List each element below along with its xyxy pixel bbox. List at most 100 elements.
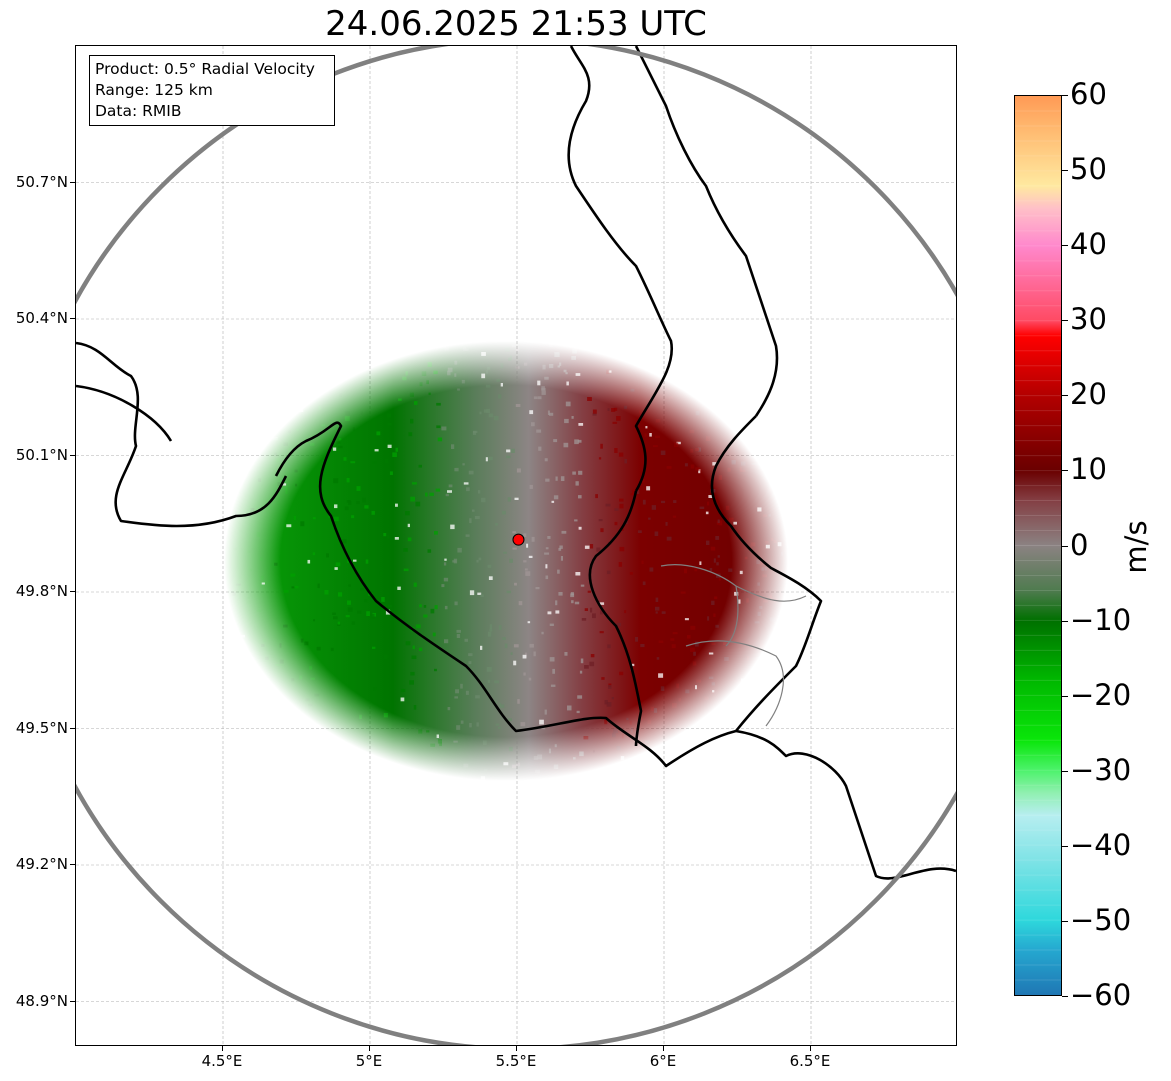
echo-pixel (618, 452, 624, 457)
echo-pixel (666, 466, 672, 469)
echo-pixel (394, 537, 399, 540)
echo-pixel (784, 385, 790, 389)
echo-pixel (274, 686, 278, 690)
echo-pixel (222, 488, 225, 493)
echo-pixel (454, 360, 458, 365)
echo-pixel (283, 442, 288, 446)
radar-site-marker[interactable] (512, 533, 525, 546)
echo-pixel (456, 725, 461, 730)
echo-pixel (564, 418, 569, 424)
echo-pixel (267, 760, 271, 766)
echo-pixel (464, 638, 468, 642)
echo-pixel (732, 711, 738, 716)
echo-pixel (498, 625, 502, 630)
echo-pixel (485, 457, 488, 462)
echo-pixel (461, 379, 465, 384)
echo-pixel (549, 657, 555, 662)
echo-pixel (291, 678, 295, 682)
echo-pixel (553, 764, 559, 769)
echo-pixel (410, 671, 415, 676)
echo-pixel (330, 647, 334, 652)
lat-tick-label: 49.8°N (15, 582, 68, 600)
echo-pixel (300, 521, 305, 527)
echo-pixel (288, 448, 293, 451)
echo-pixel (499, 703, 502, 707)
echo-pixel (545, 547, 549, 550)
echo-pixel (644, 433, 647, 437)
product-label: Product: 0.5° Radial Velocity (95, 60, 315, 78)
echo-pixel (514, 582, 517, 586)
echo-pixel (495, 723, 500, 726)
colorbar-tick-label: −50 (1070, 902, 1132, 937)
echo-pixel (487, 564, 492, 568)
echo-pixel (262, 639, 266, 642)
echo-pixel (339, 393, 343, 397)
echo-pixel (260, 557, 263, 561)
echo-pixel (216, 746, 219, 749)
echo-pixel (234, 510, 237, 515)
echo-pixel (395, 447, 398, 452)
echo-pixel (545, 575, 549, 580)
echo-pixel (600, 610, 603, 615)
echo-pixel (541, 387, 546, 392)
echo-pixel (580, 584, 585, 587)
echo-pixel (558, 592, 563, 596)
echo-pixel (510, 448, 515, 453)
echo-pixel (751, 464, 755, 467)
echo-pixel (711, 600, 715, 605)
echo-pixel (487, 631, 492, 637)
echo-pixel (465, 534, 470, 537)
echo-pixel (772, 770, 778, 773)
echo-pixel (374, 449, 379, 452)
lon-tick-mark (369, 1046, 370, 1051)
echo-pixel (454, 467, 459, 472)
echo-pixel (572, 471, 576, 475)
echo-pixel (788, 354, 793, 357)
echo-pixel (256, 609, 262, 612)
echo-pixel (638, 410, 642, 414)
echo-pixel (612, 421, 618, 424)
echo-pixel (489, 624, 493, 630)
echo-pixel (455, 689, 459, 694)
echo-pixel (685, 689, 690, 694)
echo-pixel (706, 540, 710, 545)
echo-pixel (250, 766, 253, 769)
echo-pixel (230, 357, 235, 363)
colorbar-tick-label: 0 (1070, 527, 1089, 562)
echo-pixel (313, 619, 316, 622)
echo-pixel (245, 361, 249, 366)
echo-pixel (294, 585, 299, 589)
radar-map[interactable] (75, 45, 957, 1046)
echo-pixel (783, 431, 787, 433)
echo-pixel (732, 410, 738, 415)
echo-pixel (439, 741, 442, 747)
echo-pixel (344, 416, 350, 421)
echo-pixel (223, 614, 228, 619)
echo-pixel (456, 634, 461, 638)
echo-pixel (790, 465, 796, 469)
colorbar-tick-label: −10 (1070, 602, 1132, 637)
echo-pixel (673, 369, 679, 372)
echo-pixel (344, 506, 349, 511)
echo-pixel (523, 362, 528, 366)
echo-pixel (702, 780, 707, 786)
echo-pixel (527, 621, 531, 624)
echo-pixel (726, 420, 729, 423)
echo-pixel (298, 721, 301, 726)
echo-pixel (445, 493, 449, 497)
echo-pixel (604, 700, 608, 705)
echo-pixel (228, 506, 232, 509)
echo-pixel (598, 519, 603, 522)
echo-pixel (326, 553, 329, 558)
echo-pixel (678, 698, 681, 702)
echo-pixel (654, 531, 659, 536)
echo-pixel (599, 631, 604, 634)
echo-pixel (261, 582, 265, 585)
colorbar-tick-mark (1062, 996, 1068, 997)
lon-tick-label: 5°E (355, 1052, 383, 1070)
echo-pixel (787, 730, 792, 734)
echo-pixel (460, 720, 464, 724)
echo-pixel (690, 464, 695, 469)
echo-pixel (232, 780, 237, 783)
echo-pixel (727, 701, 732, 706)
